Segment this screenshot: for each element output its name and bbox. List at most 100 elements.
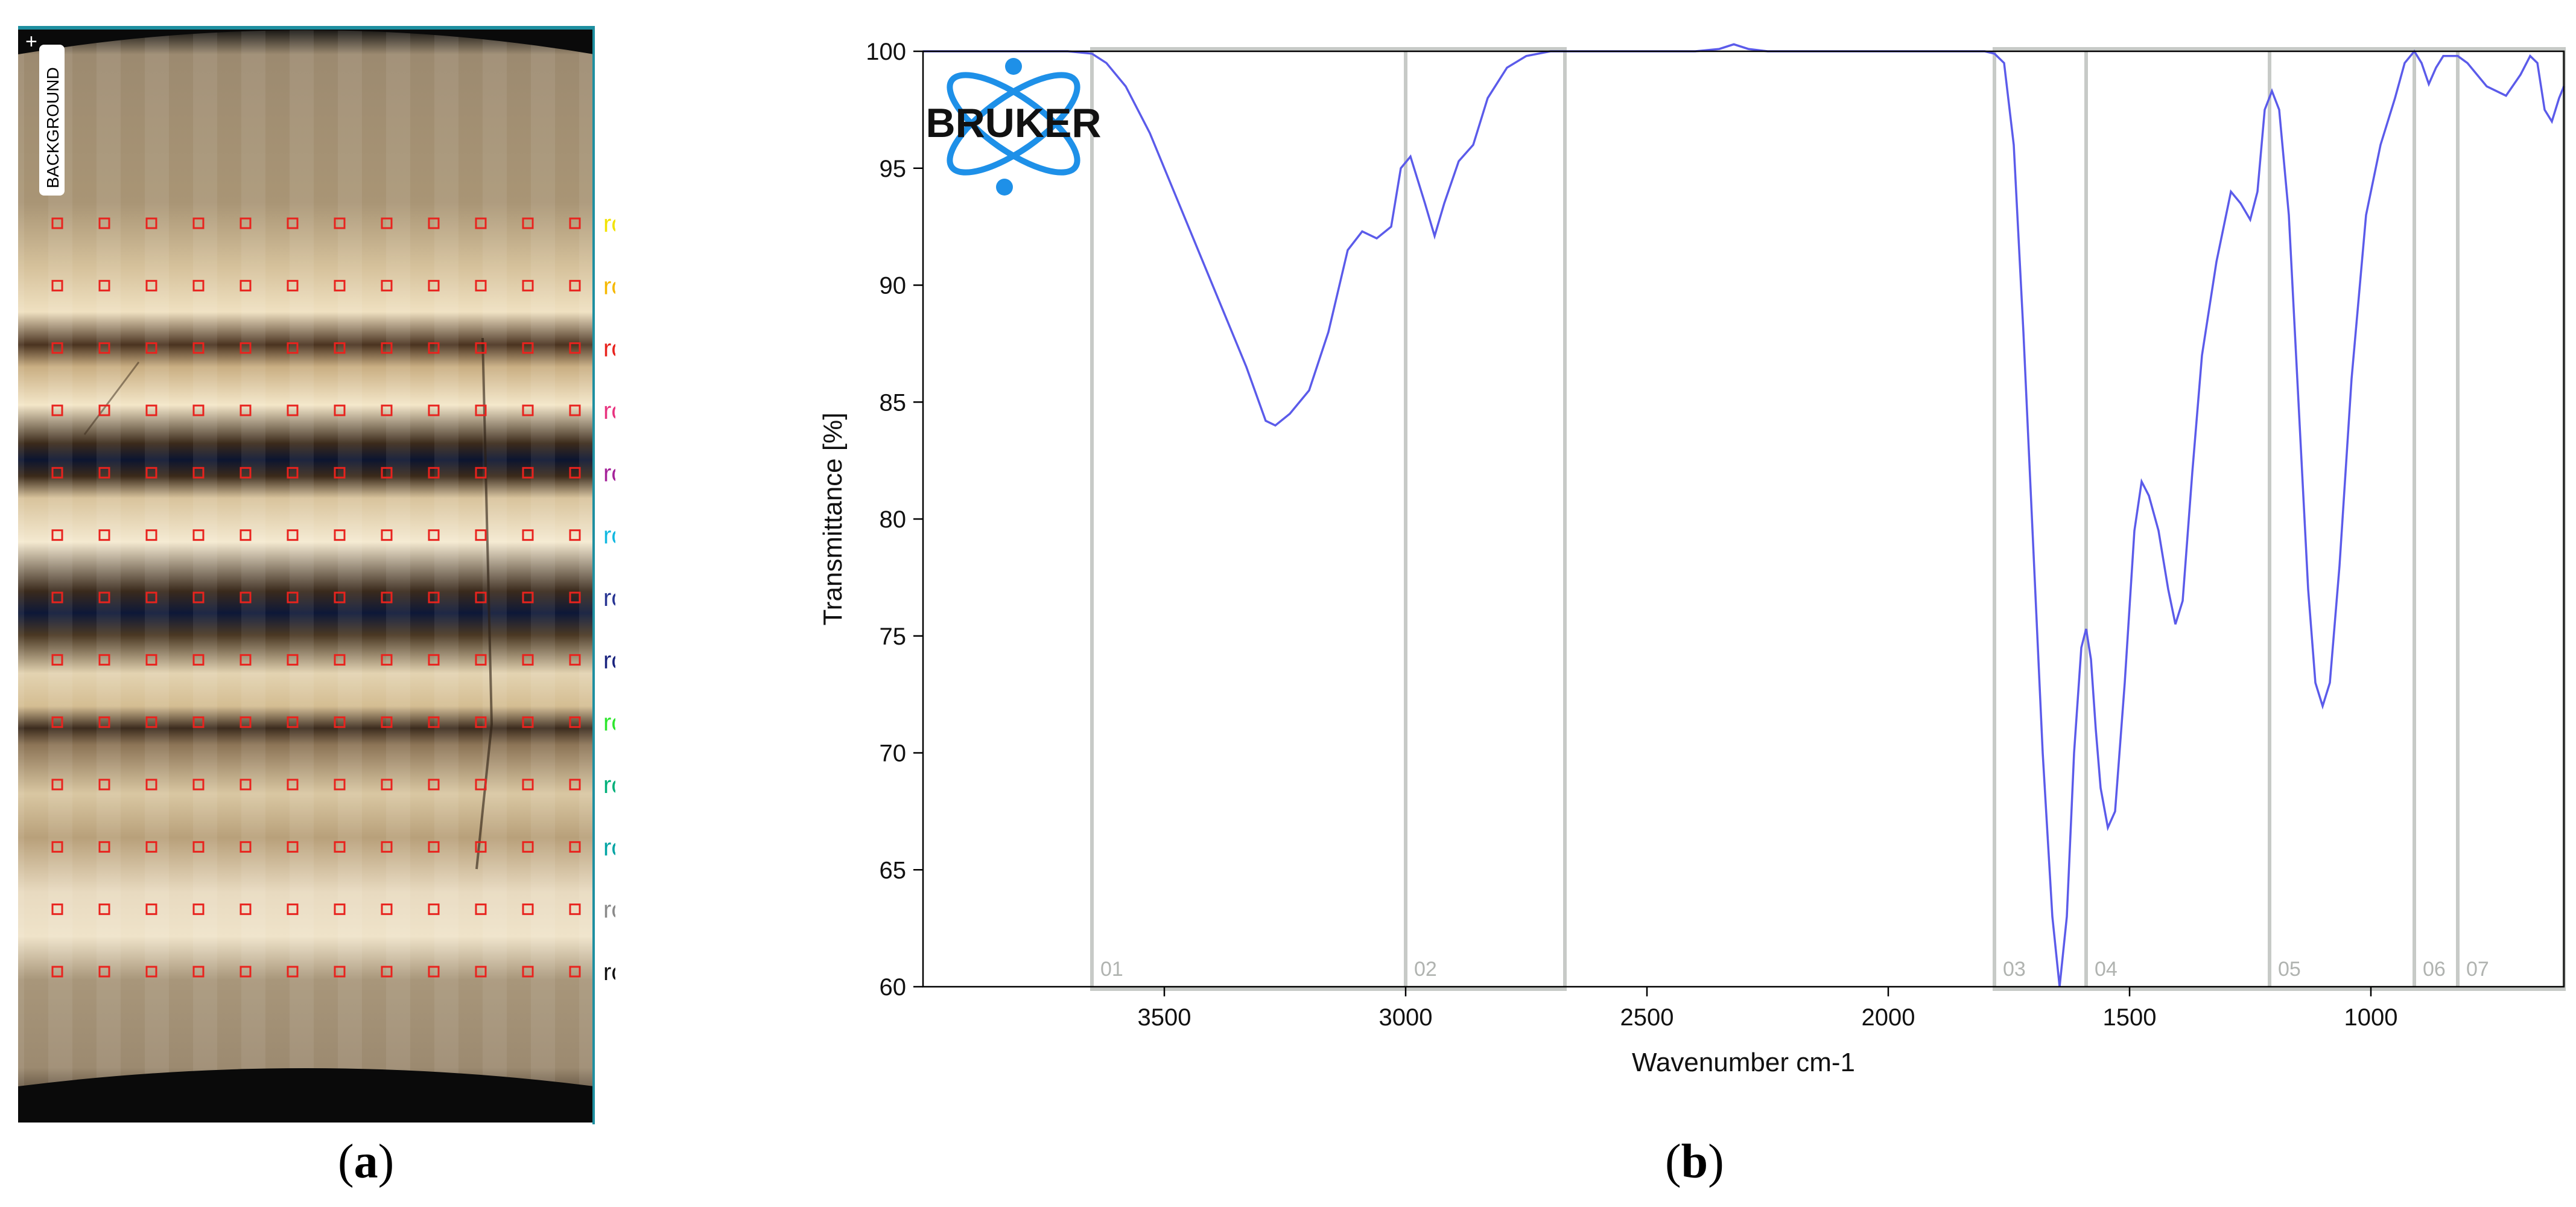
row-label: row 9: [603, 710, 615, 736]
sample-marker: [51, 279, 63, 291]
x-axis-label: Wavenumber cm-1: [1632, 1048, 1855, 1077]
y-tick-label: 60: [880, 974, 907, 1001]
sample-marker: [428, 841, 440, 853]
sample-marker: [192, 779, 205, 791]
sample-marker: [287, 591, 299, 604]
sample-marker: [145, 529, 157, 541]
sample-marker: [287, 467, 299, 479]
crack-line: [475, 337, 493, 870]
sample-marker: [428, 529, 440, 541]
sample-marker: [475, 467, 487, 479]
sample-marker: [475, 779, 487, 791]
sample-marker: [569, 779, 581, 791]
sample-marker: [334, 841, 346, 853]
region-box: [2084, 47, 2271, 991]
sample-marker: [98, 716, 110, 728]
sample-marker: [145, 654, 157, 666]
sample-marker: [240, 467, 252, 479]
region-label: 07: [2466, 958, 2489, 981]
sample-marker: [475, 217, 487, 229]
row-label: row 8: [603, 647, 615, 674]
sample-marker: [192, 529, 205, 541]
sample-marker: [334, 342, 346, 354]
sample-markers: [51, 217, 581, 978]
sample-marker: [98, 279, 110, 291]
sample-marker: [51, 467, 63, 479]
caption-b-letter: b: [1681, 1135, 1708, 1188]
sample-marker: [569, 529, 581, 541]
y-tick-label: 70: [880, 740, 907, 767]
sample-marker: [381, 716, 393, 728]
sample-marker: [287, 529, 299, 541]
background-label: BACKGROUND: [43, 67, 62, 188]
sample-marker: [428, 966, 440, 978]
sample-marker: [287, 716, 299, 728]
sample-marker: [51, 841, 63, 853]
sample-marker: [569, 342, 581, 354]
sample-marker: [51, 903, 63, 916]
sample-marker: [98, 591, 110, 604]
sample-marker: [475, 654, 487, 666]
sample-marker: [240, 654, 252, 666]
sample-marker: [51, 591, 63, 604]
row-label: row 5: [603, 460, 615, 486]
sample-marker: [334, 467, 346, 479]
sample-marker: [428, 716, 440, 728]
sample-marker: [98, 217, 110, 229]
sample-marker: [569, 716, 581, 728]
sample-marker: [381, 467, 393, 479]
sample-marker: [98, 404, 110, 416]
bottom-edge: [18, 1068, 594, 1123]
sample-marker: [569, 467, 581, 479]
sample-marker: [334, 654, 346, 666]
sample-marker: [428, 217, 440, 229]
y-tick-label: 95: [880, 156, 907, 182]
row-label: row 6: [603, 523, 615, 549]
sample-marker: [145, 467, 157, 479]
sample-marker: [192, 342, 205, 354]
sample-marker: [381, 966, 393, 978]
sample-marker: [51, 779, 63, 791]
sample-marker: [475, 342, 487, 354]
sample-marker: [192, 591, 205, 604]
sample-marker: [334, 404, 346, 416]
sample-marker: [475, 279, 487, 291]
sample-marker: [240, 716, 252, 728]
sample-marker: [145, 279, 157, 291]
sample-marker: [428, 342, 440, 354]
sample-marker: [381, 404, 393, 416]
top-edge: [18, 27, 594, 54]
sample-marker: [145, 217, 157, 229]
sample-marker: [428, 779, 440, 791]
sample-marker: [240, 217, 252, 229]
sample-marker: [287, 217, 299, 229]
row-label: row 11: [603, 834, 615, 861]
sample-marker: [98, 654, 110, 666]
x-tick-label: 3000: [1379, 1004, 1433, 1031]
region-label: 01: [1100, 958, 1123, 981]
region-label: 02: [1414, 958, 1437, 981]
sample-marker: [240, 529, 252, 541]
sample-marker: [287, 779, 299, 791]
logo-text: BRUKER: [926, 100, 1102, 146]
sample-marker: [192, 716, 205, 728]
y-tick-label: 75: [880, 623, 907, 650]
y-axis-label: Transmittance [%]: [818, 413, 848, 626]
x-tick-label: 1500: [2103, 1004, 2157, 1031]
sample-marker: [98, 966, 110, 978]
sample-marker: [569, 217, 581, 229]
row-label: row 1: [603, 211, 615, 237]
sample-marker: [192, 654, 205, 666]
bruker-logo: BRUKER: [926, 58, 1102, 196]
sample-marker: [287, 342, 299, 354]
sample-marker: [51, 966, 63, 978]
sample-marker: [145, 591, 157, 604]
sample-marker: [428, 903, 440, 916]
sample-marker: [240, 342, 252, 354]
sample-marker: [98, 342, 110, 354]
sample-marker: [522, 467, 534, 479]
sample-marker: [51, 404, 63, 416]
region-box: [1993, 47, 2088, 991]
sample-marker: [569, 654, 581, 666]
sample-marker: [475, 716, 487, 728]
